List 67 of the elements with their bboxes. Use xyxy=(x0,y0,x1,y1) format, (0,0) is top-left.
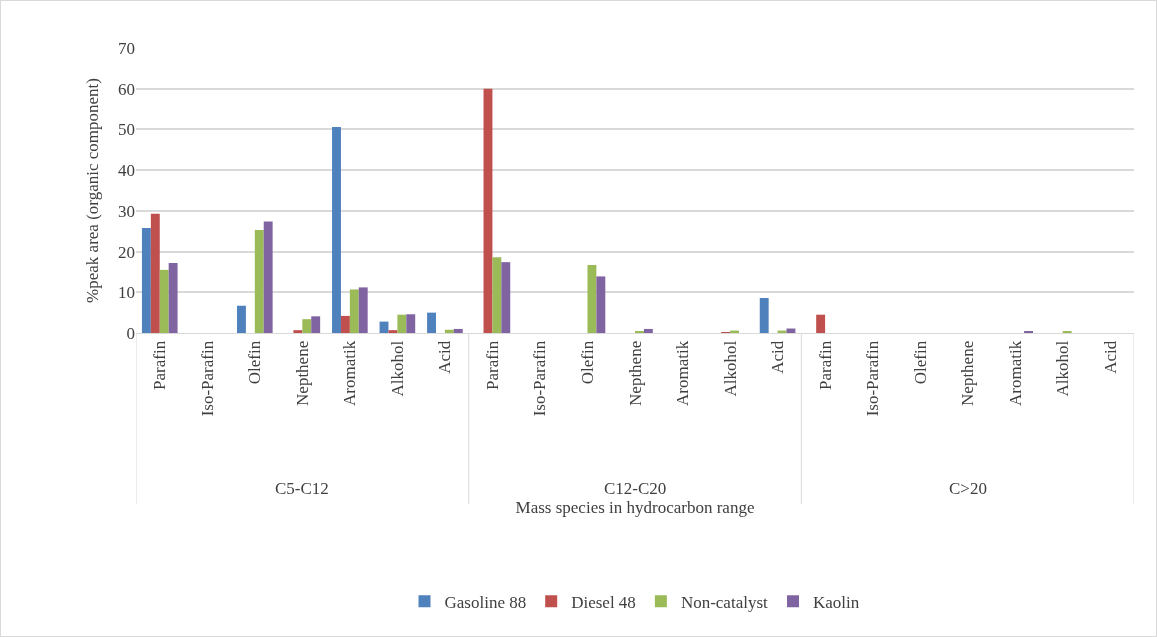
x-tick-label: Alkohol xyxy=(1053,340,1073,397)
bar xyxy=(349,289,359,333)
x-tick-label: Nepthene xyxy=(958,340,978,406)
bar xyxy=(501,262,511,333)
bar xyxy=(388,330,398,333)
x-tick-label: Aromatik xyxy=(340,340,360,406)
text: C5-C12 xyxy=(275,479,329,498)
bar xyxy=(453,328,463,333)
legend-label: Gasoline 88 xyxy=(444,592,527,612)
bar xyxy=(483,88,493,333)
bar xyxy=(596,276,606,333)
bar xyxy=(302,319,312,333)
x-axis-title: Mass species in hydrocarbon range xyxy=(515,498,755,518)
legend-label: Kaolin xyxy=(813,592,860,612)
x-tick-label: Nepthene xyxy=(292,340,312,406)
y-tick-label: 20 xyxy=(118,242,135,262)
x-tick-label: Nepthene xyxy=(625,340,645,406)
x-tick-label: Alkohol xyxy=(720,340,740,397)
bar xyxy=(340,315,350,333)
x-tick-label: Alkohol xyxy=(387,340,407,397)
bar xyxy=(397,314,407,333)
bar xyxy=(759,297,769,333)
x-tick-label: Iso-Parafin xyxy=(863,340,883,417)
bar xyxy=(293,330,303,333)
y-tick-label: 50 xyxy=(118,120,135,140)
x-tick-label: Aromatik xyxy=(673,340,693,406)
x-tick-label: Iso-Parafin xyxy=(530,340,550,417)
x-tick-label: Parafin xyxy=(815,340,835,390)
x-tick-label: Olefin xyxy=(578,340,598,385)
bar xyxy=(332,126,341,333)
x-tick-label: Olefin xyxy=(910,340,930,385)
bar xyxy=(587,265,597,333)
x-tick-label: Acid xyxy=(435,340,455,374)
x-tick-label: Acid xyxy=(768,340,788,374)
bar xyxy=(236,305,246,333)
bar xyxy=(358,287,368,333)
x-tick-label: Iso-Parafin xyxy=(197,340,217,417)
bar xyxy=(444,329,454,333)
y-axis-title: %peak area (organic component) xyxy=(82,78,102,303)
bar xyxy=(159,269,169,333)
bar xyxy=(406,314,416,333)
legend-label: Non-catalyst xyxy=(680,592,769,612)
bar xyxy=(150,213,160,333)
bar xyxy=(427,312,436,333)
bar xyxy=(643,328,653,333)
text: C>20 xyxy=(949,479,987,498)
x-tick-label: Parafin xyxy=(150,340,170,390)
y-tick-label: 60 xyxy=(118,79,135,99)
y-tick-label: 40 xyxy=(118,161,135,181)
x-tick-label: Olefin xyxy=(245,340,265,385)
bar xyxy=(263,221,273,333)
bar xyxy=(168,262,178,333)
x-tick-label: Acid xyxy=(1100,340,1120,374)
bar xyxy=(816,314,826,333)
legend-label: Diesel 48 xyxy=(571,592,636,612)
text: C12-C20 xyxy=(604,479,667,498)
y-tick-label: 30 xyxy=(118,201,135,221)
y-tick-label: 70 xyxy=(118,38,135,58)
bar xyxy=(492,257,502,333)
x-tick-label: Aromatik xyxy=(1005,340,1025,406)
bar xyxy=(141,227,151,333)
bar xyxy=(311,316,321,333)
x-tick-label: Parafin xyxy=(482,340,502,390)
y-tick-label: 10 xyxy=(118,283,135,303)
bar xyxy=(254,229,264,333)
y-tick-label: 0 xyxy=(126,323,135,343)
bar xyxy=(786,328,796,333)
